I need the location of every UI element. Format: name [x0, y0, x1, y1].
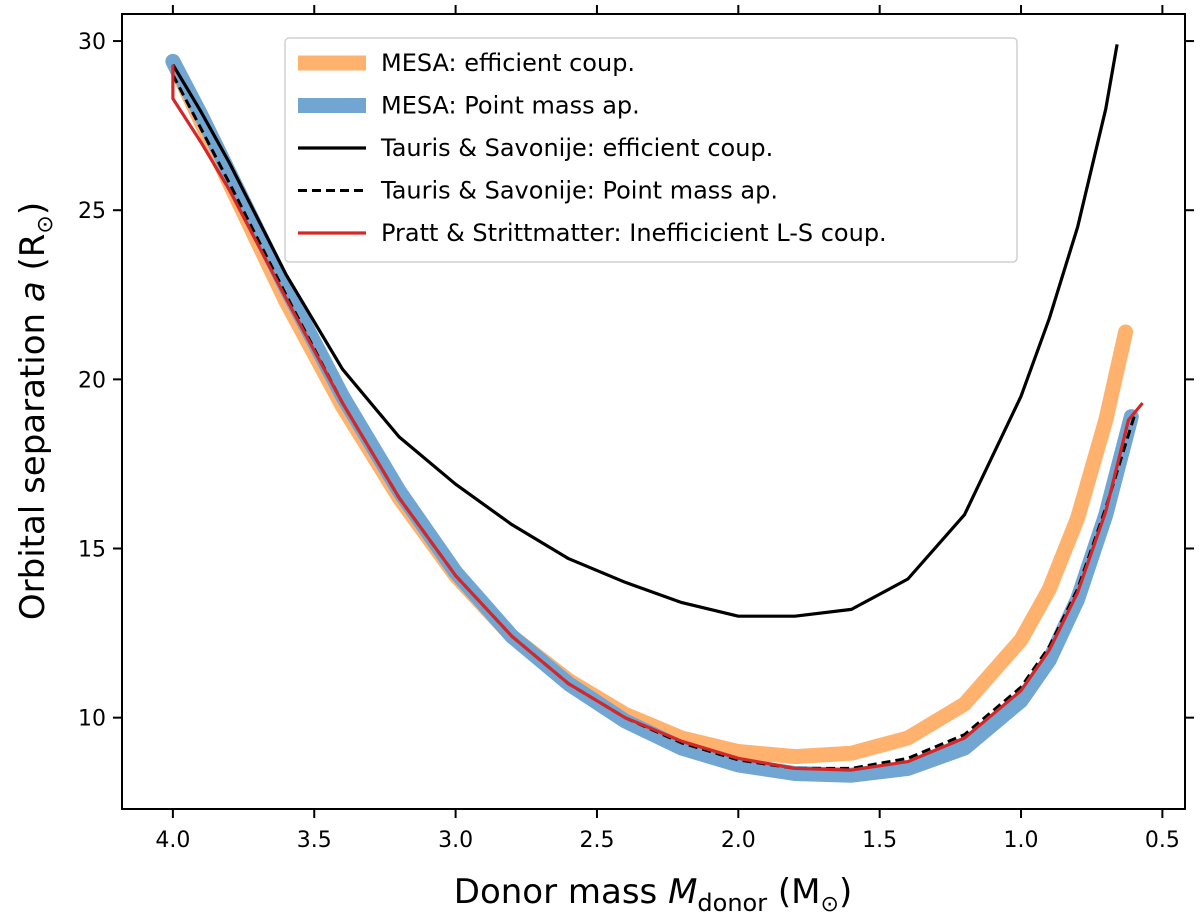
x-axis-label: Donor mass Mdonor (M⊙) [454, 872, 852, 917]
x-tick-label: 3.5 [297, 828, 332, 853]
x-tick-label: 0.5 [1145, 828, 1180, 853]
legend-box [284, 37, 1018, 263]
x-tick-label: 3.0 [438, 828, 473, 853]
x-axis-label-unit-close: ) [839, 872, 852, 912]
legend-label-tauris-savonije-point-mass-ap: Tauris & Savonije: Point mass ap. [380, 177, 778, 205]
y-tick-label: 25 [78, 199, 106, 224]
series-line-pratt-strittmatter-inefficicient-l-s-coup [171, 64, 1144, 772]
y-axis-label: Orbital separation a (R⊙) [13, 202, 58, 620]
y-axis-label-prefix: Orbital separation [13, 302, 53, 620]
y-tick-label: 15 [78, 538, 106, 563]
x-axis-label-sub: donor [697, 889, 767, 917]
x-tick-label: 4.0 [155, 828, 190, 853]
legend-label-mesa-point-mass-ap: MESA: Point mass ap. [381, 92, 640, 120]
legend-label-pratt-strittmatter-inefficicient-l-s-coup: Pratt & Strittmatter: Inefficicient L-S … [381, 219, 887, 247]
series-line-mesa-point-mass-ap [165, 53, 1139, 783]
legend: MESA: efficient coup. MESA: Point mass ap… [284, 37, 1018, 263]
x-tick-label: 1.0 [1004, 828, 1039, 853]
y-axis-label-unit-close: ) [13, 202, 53, 215]
legend-label-tauris-savonije-efficient-coup: Tauris & Savonije: efficient coup. [380, 134, 773, 162]
x-axis-label-var: M [668, 872, 697, 912]
x-axis-label-prefix: Donor mass [454, 872, 668, 912]
x-axis-label-unit-symbol: ⊙ [821, 892, 839, 917]
y-axis-label-unit-open: (R [13, 234, 53, 282]
series-layer [165, 44, 1144, 783]
plot-frame [121, 13, 1186, 810]
y-tick-label: 30 [78, 30, 106, 55]
x-axis-label-unit-open: (M [767, 872, 820, 912]
x-tick-label: 2.0 [721, 828, 756, 853]
x-tick-label: 2.5 [579, 828, 614, 853]
series-line-tauris-savonije-efficient-coup [171, 44, 1119, 618]
y-axis-label-unit-symbol: ⊙ [33, 215, 58, 233]
y-tick-label: 10 [78, 707, 106, 732]
y-axis-label-var: a [13, 281, 53, 302]
x-tick-label: 1.5 [862, 828, 897, 853]
legend-label-mesa-efficient-coup: MESA: efficient coup. [381, 49, 635, 77]
y-tick-label: 20 [78, 368, 106, 393]
ticks-layer: 4.0 3.5 3.0 2.5 2.0 1.5 1.0 0.5 10 15 20 25 30 [78, 5, 1194, 853]
legend-entries: MESA: efficient coup. MESA: Point mass ap… [298, 49, 887, 247]
